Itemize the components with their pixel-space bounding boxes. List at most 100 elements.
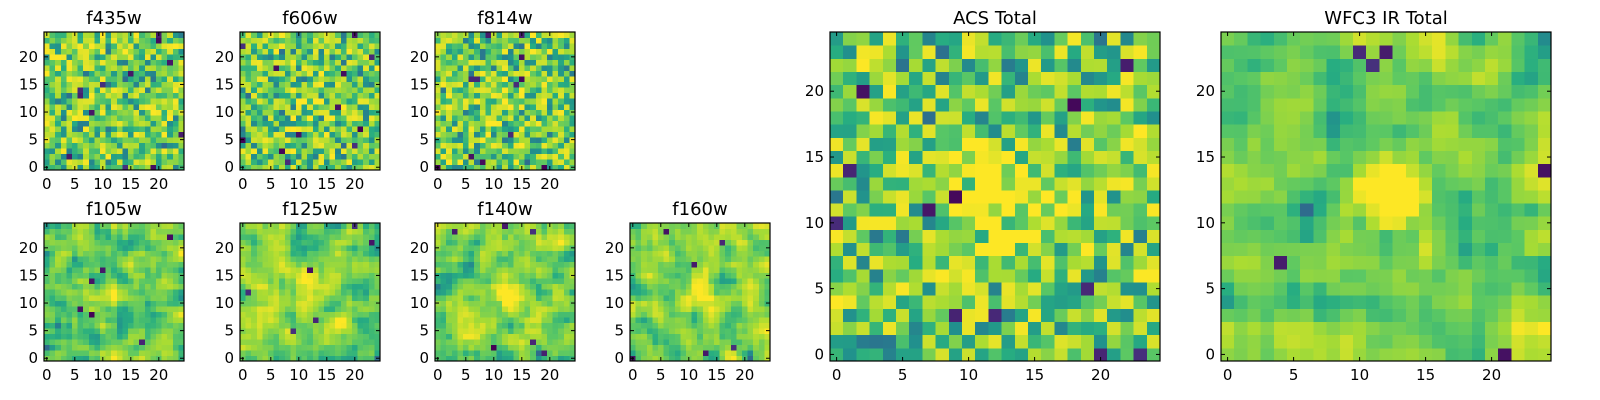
heatmap-cell: [172, 234, 179, 241]
heatmap-cell: [139, 278, 146, 285]
heatmap-cell: [100, 338, 107, 345]
heatmap-cell: [519, 131, 526, 138]
heatmap-cell: [133, 142, 140, 149]
heatmap-cell: [139, 125, 146, 132]
heatmap-cell: [530, 278, 537, 285]
heatmap-cell: [479, 70, 486, 77]
heatmap-cell: [77, 125, 84, 132]
heatmap-cell: [869, 334, 884, 349]
heatmap-cell: [100, 300, 107, 307]
heatmap-cell: [830, 308, 844, 323]
heatmap-cell: [88, 87, 95, 94]
heatmap-cell: [268, 234, 275, 241]
heatmap-cell: [1080, 203, 1095, 217]
heatmap-cell: [635, 256, 642, 263]
heatmap-cell: [273, 59, 280, 66]
heatmap-cell: [77, 98, 84, 105]
heatmap-cell: [139, 256, 146, 263]
heatmap-cell: [463, 316, 470, 323]
heatmap-cell: [340, 228, 347, 235]
heatmap-cell: [100, 147, 107, 154]
y-tick-label: 15: [19, 266, 38, 284]
heatmap-cell: [547, 311, 554, 318]
heatmap-cell: [139, 327, 146, 334]
heatmap-cell: [346, 147, 353, 154]
heatmap-cell: [284, 267, 291, 274]
heatmap-cell: [558, 131, 565, 138]
heatmap-cell: [708, 300, 715, 307]
heatmap-cell: [363, 305, 370, 312]
x-tick-label: 15: [317, 366, 336, 384]
heatmap-cell: [558, 228, 565, 235]
heatmap-cell: [435, 283, 442, 290]
heatmap-cell: [440, 316, 447, 323]
heatmap-cell: [435, 76, 442, 83]
heatmap-cell: [111, 136, 118, 143]
heatmap-cell: [507, 278, 514, 285]
heatmap-cell: [1094, 321, 1108, 336]
heatmap-cell: [139, 333, 146, 340]
heatmap-cell: [100, 316, 107, 323]
heatmap-cell: [116, 70, 123, 77]
heatmap-cell: [680, 250, 687, 257]
heatmap-cell: [312, 338, 319, 345]
heatmap-cell: [558, 65, 565, 72]
heatmap-cell: [374, 65, 381, 72]
heatmap-cell: [474, 70, 481, 77]
heatmap-cell: [122, 114, 129, 121]
heatmap-cell: [652, 250, 659, 257]
heatmap-cell: [457, 327, 464, 334]
heatmap-cell: [296, 322, 303, 329]
heatmap-cell: [446, 136, 453, 143]
heatmap-cell: [882, 347, 897, 362]
heatmap-cell: [485, 311, 492, 318]
heatmap-cell: [144, 322, 151, 329]
heatmap-cell: [474, 81, 481, 88]
heatmap-cell: [646, 223, 653, 230]
heatmap-cell: [172, 109, 179, 116]
heatmap-cell: [474, 250, 481, 257]
heatmap-cell: [496, 136, 503, 143]
heatmap-cell: [468, 43, 475, 50]
heatmap-cell: [502, 305, 509, 312]
heatmap-cell: [256, 283, 263, 290]
heatmap-cell: [55, 278, 62, 285]
heatmap-cell: [268, 142, 275, 149]
heatmap-cell: [245, 272, 252, 279]
heatmap-cell: [77, 114, 84, 121]
heatmap-cell: [569, 98, 576, 105]
heatmap-cell: [301, 272, 308, 279]
heatmap-cell: [352, 256, 359, 263]
heatmap-cell: [363, 164, 370, 171]
x-tick-label: 0: [628, 366, 638, 384]
heatmap-cell: [296, 256, 303, 263]
heatmap-cell: [496, 87, 503, 94]
heatmap-cell: [94, 92, 101, 99]
heatmap-cell: [440, 81, 447, 88]
heatmap-cell: [513, 76, 520, 83]
heatmap-cells: [830, 32, 1161, 362]
heatmap-cell: [909, 347, 923, 362]
heatmap-cell: [279, 76, 286, 83]
heatmap-cell: [736, 223, 743, 230]
heatmap-cell: [329, 37, 336, 44]
heatmap-cell: [60, 245, 67, 252]
heatmap-cell: [463, 59, 470, 66]
heatmap-cell: [446, 70, 453, 77]
heatmap-cell: [284, 338, 291, 345]
heatmap-cell: [324, 70, 331, 77]
heatmap-cell: [262, 142, 269, 149]
heatmap-cell: [374, 289, 381, 296]
heatmap-cell: [178, 87, 185, 94]
heatmap-cell: [652, 305, 659, 312]
heatmap-cell: [273, 234, 280, 241]
heatmap-cell: [167, 327, 174, 334]
heatmap-cell: [363, 344, 370, 351]
heatmap-cell: [256, 125, 263, 132]
heatmap-cell: [988, 282, 1003, 296]
heatmap-cell: [72, 109, 79, 116]
heatmap-cell: [896, 268, 910, 283]
heatmap-cell: [161, 54, 168, 61]
heatmap-cell: [479, 98, 486, 105]
heatmap-cell: [60, 256, 67, 263]
